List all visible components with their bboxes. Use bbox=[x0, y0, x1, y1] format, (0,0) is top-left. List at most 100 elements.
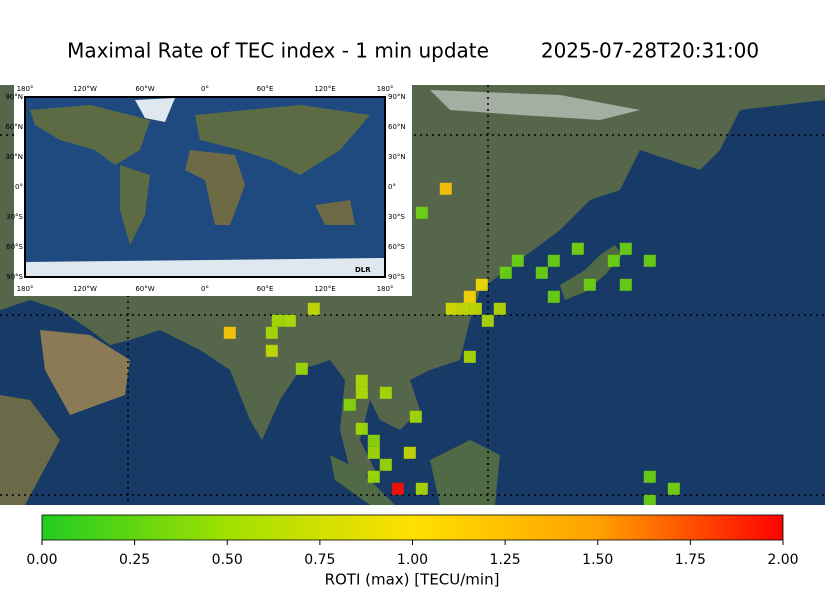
roti-cell bbox=[379, 386, 392, 399]
roti-cell bbox=[493, 302, 506, 315]
roti-cell bbox=[499, 266, 512, 279]
colorbar-tick-label: 0.50 bbox=[212, 552, 243, 568]
roti-cell bbox=[415, 482, 428, 495]
roti-cell bbox=[367, 434, 380, 447]
roti-cell bbox=[367, 446, 380, 459]
roti-cell bbox=[355, 386, 368, 399]
inset-lat-label: 90°S bbox=[388, 273, 405, 281]
colorbar-ramp bbox=[41, 514, 784, 541]
roti-cell bbox=[403, 446, 416, 459]
inset-lon-label: 180° bbox=[377, 285, 394, 293]
inset-lon-label: 120°E bbox=[314, 285, 335, 293]
roti-cell bbox=[547, 254, 560, 267]
inset-land bbox=[30, 105, 150, 165]
colorbar-tick-label: 1.00 bbox=[397, 552, 428, 568]
land bbox=[330, 455, 395, 505]
land bbox=[560, 245, 622, 300]
colorbar-tick-label: 0.00 bbox=[26, 552, 57, 568]
roti-cell bbox=[343, 398, 356, 411]
roti-cell bbox=[415, 206, 428, 219]
inset-ice bbox=[25, 258, 385, 277]
inset-lat-label: 60°N bbox=[5, 123, 23, 131]
inset-ice bbox=[135, 98, 175, 122]
roti-cell bbox=[643, 254, 656, 267]
colorbar-tick-label: 0.75 bbox=[304, 552, 335, 568]
colorbar-tick-label: 1.75 bbox=[675, 552, 706, 568]
inset-lon-label: 60°E bbox=[257, 285, 274, 293]
roti-cell bbox=[619, 278, 632, 291]
inset-lon-label: 60°W bbox=[135, 85, 154, 93]
inset-lon-label: 0° bbox=[201, 285, 209, 293]
inset-land bbox=[185, 150, 245, 225]
inset-land bbox=[120, 165, 150, 245]
colorbar-tick-label: 1.25 bbox=[490, 552, 521, 568]
roti-cell bbox=[457, 302, 470, 315]
inset-lon-label: 60°E bbox=[257, 85, 274, 93]
colorbar-tick-label: 2.00 bbox=[767, 552, 798, 568]
roti-cell bbox=[571, 242, 584, 255]
inset-lon-label: 120°E bbox=[314, 85, 335, 93]
colorbar-label: ROTI (max) [TECU/min] bbox=[325, 571, 500, 589]
inset-lat-label: 60°S bbox=[6, 243, 23, 251]
inset-lon-label: 0° bbox=[201, 85, 209, 93]
roti-cell bbox=[481, 314, 494, 327]
roti-cell bbox=[265, 344, 278, 357]
roti-cell bbox=[511, 254, 524, 267]
inset-lat-label: 30°S bbox=[388, 213, 405, 221]
colorbar-tick-label: 0.25 bbox=[119, 552, 150, 568]
roti-cell bbox=[463, 350, 476, 363]
roti-cell bbox=[355, 422, 368, 435]
inset-lon-label: 180° bbox=[17, 85, 34, 93]
inset-lat-label: 0° bbox=[15, 183, 23, 191]
roti-cell bbox=[409, 410, 422, 423]
inset-lon-label: 180° bbox=[17, 285, 34, 293]
roti-cell bbox=[445, 302, 458, 315]
logo: DLR bbox=[355, 266, 371, 274]
inset-lat-label: 90°N bbox=[388, 93, 406, 101]
roti-cell bbox=[367, 470, 380, 483]
roti-cell bbox=[547, 290, 560, 303]
roti-cell bbox=[469, 302, 482, 315]
roti-cell bbox=[439, 182, 452, 195]
roti-cell bbox=[355, 374, 368, 387]
roti-cell bbox=[307, 302, 320, 315]
colorbar-tick-label: 1.50 bbox=[582, 552, 613, 568]
inset-lat-label: 60°N bbox=[388, 123, 406, 131]
inset-lat-label: 30°N bbox=[5, 153, 23, 161]
roti-cell bbox=[643, 470, 656, 483]
roti-cell bbox=[583, 278, 596, 291]
roti-cell bbox=[463, 290, 476, 303]
roti-cell bbox=[283, 314, 296, 327]
inset-lat-label: 60°S bbox=[388, 243, 405, 251]
inset-lat-label: 90°S bbox=[6, 273, 23, 281]
inset-map: DLR 180° 180° 120°W 120°W 60°W 60°W 0° 0° 60°E 60… bbox=[5, 82, 412, 296]
roti-cell bbox=[475, 278, 488, 291]
inset-lat-label: 30°S bbox=[6, 213, 23, 221]
inset-border bbox=[24, 96, 386, 278]
roti-cell bbox=[607, 254, 620, 267]
inset-lat-label: 90°N bbox=[5, 93, 23, 101]
colorbar: ROTI (max) [TECU/min] 0.00 0.25 0.50 0.75 1.… bbox=[26, 514, 799, 589]
inset-lon-label: 60°W bbox=[135, 285, 154, 293]
inset-lat-label: 30°N bbox=[388, 153, 406, 161]
land bbox=[430, 90, 640, 120]
roti-cell bbox=[295, 362, 308, 375]
inset-lat-label: 0° bbox=[388, 183, 396, 191]
land bbox=[0, 395, 60, 505]
roti-cell bbox=[643, 494, 656, 505]
timestamp: 2025-07-28T20:31:00 bbox=[541, 39, 759, 63]
roti-cell bbox=[223, 326, 236, 339]
map bbox=[0, 85, 825, 505]
roti-cell bbox=[619, 242, 632, 255]
inset-land bbox=[195, 105, 370, 175]
inset-land bbox=[315, 200, 355, 225]
title: Maximal Rate of TEC index - 1 min update bbox=[67, 39, 489, 63]
inset-lon-label: 180° bbox=[377, 85, 394, 93]
roti-cell bbox=[535, 266, 548, 279]
roti-cell bbox=[391, 482, 404, 495]
land bbox=[430, 440, 500, 505]
roti-cell bbox=[379, 458, 392, 471]
roti-cell bbox=[265, 326, 278, 339]
roti-cell bbox=[667, 482, 680, 495]
